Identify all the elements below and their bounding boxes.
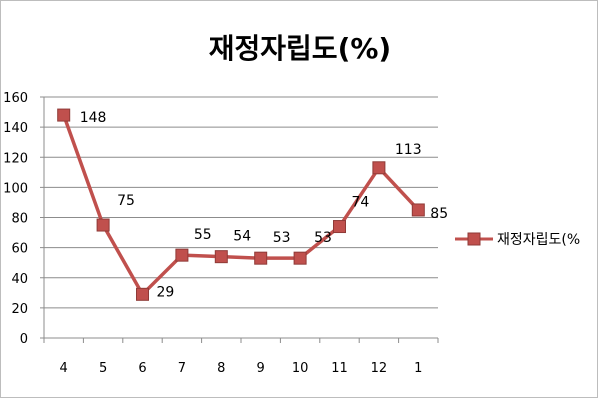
y-tick-label: 20 — [11, 302, 28, 317]
legend-label: 재정자립도(% — [497, 232, 580, 248]
data-point-marker — [96, 218, 110, 232]
data-point-marker — [372, 161, 386, 175]
y-tick-label: 40 — [11, 272, 28, 287]
x-tick-label: 10 — [292, 361, 309, 376]
data-point-marker — [57, 108, 71, 122]
x-tick-label: 5 — [99, 361, 107, 376]
data-label: 85 — [430, 206, 448, 222]
chart-title: 재정자립도(%) — [209, 32, 391, 65]
data-point-marker — [214, 250, 228, 264]
x-tick-label: 11 — [331, 361, 348, 376]
x-tick-label: 1 — [414, 361, 422, 376]
x-tick-label: 12 — [371, 361, 388, 376]
y-tick-label: 100 — [3, 181, 28, 196]
series-line-path — [62, 114, 420, 297]
data-point-marker — [254, 251, 268, 265]
data-point-marker — [333, 220, 346, 234]
y-tick-label: 0 — [20, 332, 28, 347]
data-point-marker — [175, 248, 189, 262]
data-label: 53 — [314, 230, 332, 246]
data-labels: 148 75 29 55 54 53 53 74 113 85 — [80, 110, 448, 300]
data-label: 113 — [395, 142, 422, 158]
legend: 재정자립도(% — [455, 232, 580, 248]
data-point-marker — [411, 203, 425, 217]
data-point-marker — [293, 251, 307, 265]
data-label: 53 — [273, 230, 291, 246]
x-tick-label: 6 — [138, 361, 146, 376]
y-tick-label: 160 — [3, 91, 28, 106]
data-label: 29 — [157, 284, 175, 300]
data-label: 75 — [117, 193, 135, 209]
data-point-marker — [136, 287, 149, 301]
y-tick-label: 80 — [11, 212, 28, 227]
legend-marker-swatch — [467, 232, 481, 246]
y-tick-label: 120 — [3, 151, 28, 166]
y-tick-label: 60 — [11, 242, 28, 257]
series-line — [57, 108, 425, 301]
x-tick-label: 9 — [257, 361, 265, 376]
gridlines — [44, 96, 438, 309]
x-tick-label: 8 — [217, 361, 225, 376]
data-label: 55 — [194, 227, 212, 243]
y-tick-label: 140 — [3, 121, 28, 136]
axes: 0 20 40 60 80 100 120 140 160 4 5 6 7 8 9 10 11 12 1 — [3, 91, 439, 376]
data-label: 74 — [352, 195, 370, 211]
data-label: 148 — [80, 110, 107, 126]
x-tick-label: 4 — [60, 361, 68, 376]
x-tick-label: 7 — [178, 361, 186, 376]
data-label: 54 — [233, 229, 251, 245]
